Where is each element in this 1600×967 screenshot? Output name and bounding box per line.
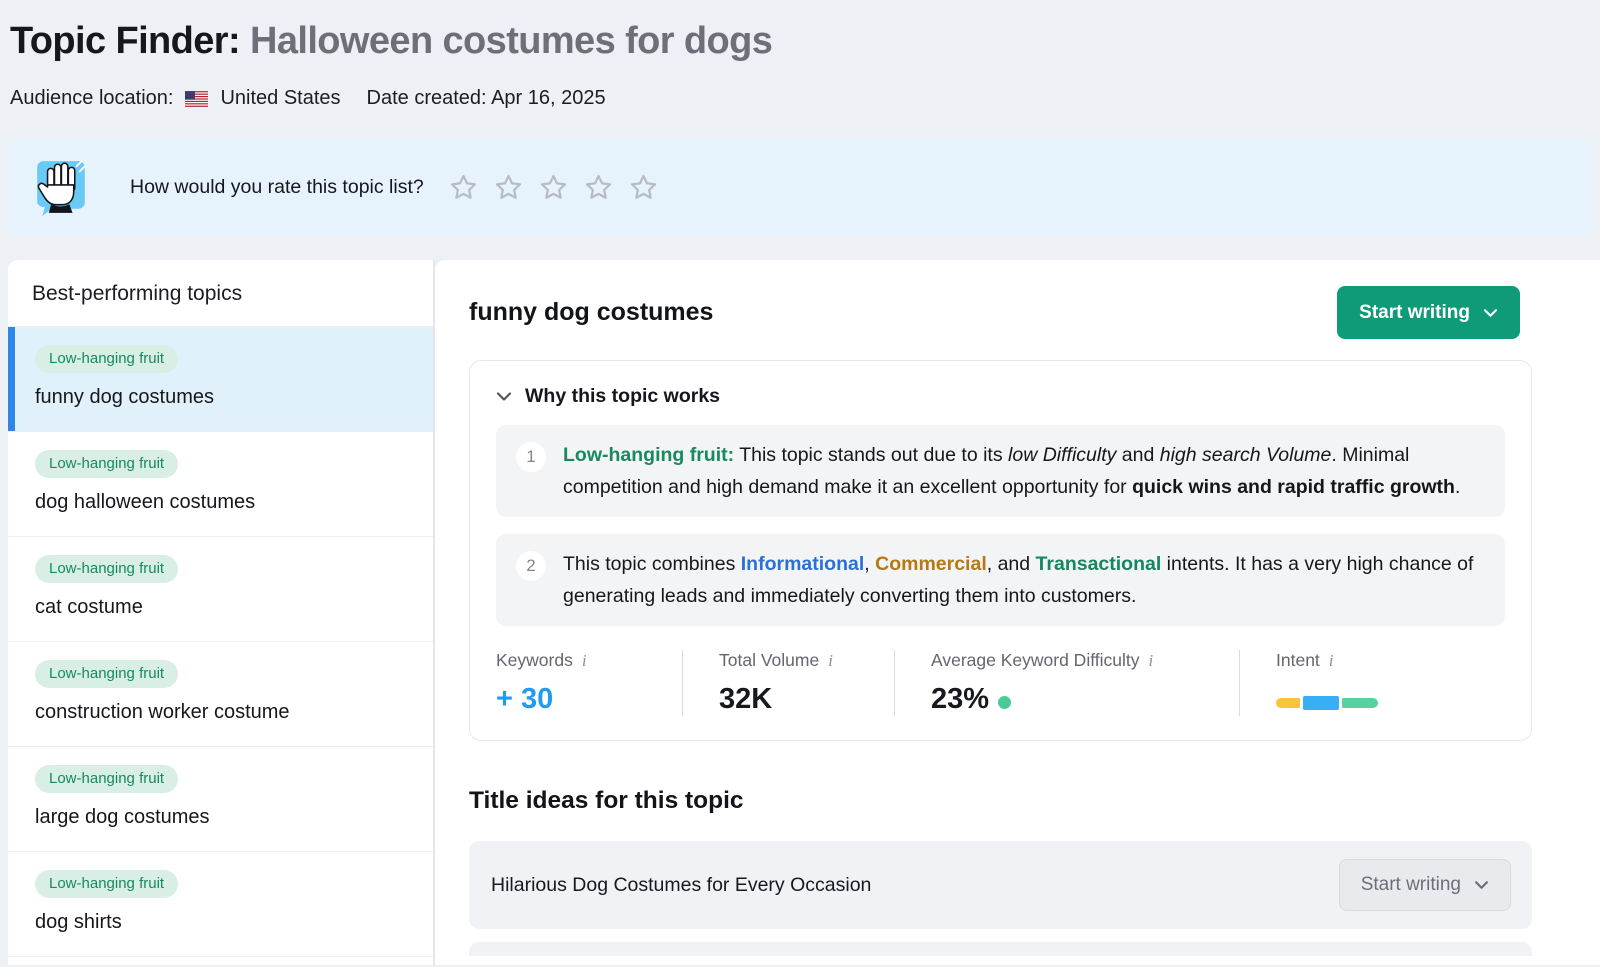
hand-icon (34, 157, 88, 217)
star-icon[interactable] (538, 172, 569, 203)
sidebar-topic-item[interactable]: Low-hanging fruit dog halloween costumes (8, 432, 433, 537)
topic-item-label: funny dog costumes (35, 386, 214, 408)
keywords-value: + 30 (496, 683, 554, 715)
metric-intent: Intent (1239, 650, 1414, 716)
topic-list: Low-hanging fruit funny dog costumes Low… (8, 327, 433, 957)
content-area: Best-performing topics Low-hanging fruit… (0, 260, 1600, 965)
audience-location-value: United States (220, 87, 341, 109)
low-hanging-fruit-badge: Low-hanging fruit (35, 660, 179, 688)
low-hanging-fruit-badge: Low-hanging fruit (35, 555, 179, 583)
topic-item-label: dog halloween costumes (35, 491, 256, 513)
title-ideas-list: Hilarious Dog Costumes for Every Occasio… (469, 841, 1600, 929)
point-number: 1 (516, 442, 546, 472)
why-topic-works-card: Why this topic works 1 Low-hanging fruit… (469, 360, 1532, 741)
topic-item-label: cat costume (35, 596, 143, 618)
title-idea-card: Hilarious Dog Costumes for Every Occasio… (469, 841, 1532, 929)
info-icon[interactable] (1329, 651, 1334, 671)
chevron-down-icon (1483, 308, 1498, 318)
star-icon[interactable] (448, 172, 479, 203)
low-hanging-fruit-badge: Low-hanging fruit (35, 870, 179, 898)
star-icon[interactable] (583, 172, 614, 203)
topic-item-label: dog shirts (35, 911, 122, 933)
sidebar-topic-item[interactable]: Low-hanging fruit funny dog costumes (8, 327, 433, 432)
why-point: 1 Low-hanging fruit: This topic stands o… (496, 425, 1505, 517)
page-title-prefix: Topic Finder: (10, 20, 241, 62)
chevron-down-icon (1474, 880, 1489, 890)
page-title-query: Halloween costumes for dogs (250, 20, 773, 62)
topics-sidebar: Best-performing topics Low-hanging fruit… (8, 260, 435, 965)
start-writing-button[interactable]: Start writing (1337, 286, 1520, 339)
star-rating (448, 172, 659, 203)
why-panel-title: Why this topic works (525, 385, 721, 407)
intent-bars (1276, 696, 1378, 710)
kd-value: 23% (931, 683, 990, 715)
sidebar-topic-item[interactable]: Low-hanging fruit construction worker co… (8, 642, 433, 747)
topic-item-label: construction worker costume (35, 701, 290, 723)
low-hanging-fruit-badge: Low-hanging fruit (35, 450, 179, 478)
sidebar-topic-item[interactable]: Low-hanging fruit dog shirts (8, 852, 433, 957)
idea-start-writing-label: Start writing (1360, 874, 1461, 895)
sidebar-topic-item[interactable]: Low-hanging fruit large dog costumes (8, 747, 433, 852)
topic-item-label: large dog costumes (35, 806, 210, 828)
info-icon[interactable] (1148, 651, 1153, 671)
date-created: Date created: Apr 16, 2025 (366, 87, 606, 109)
idea-title: Hilarious Dog Costumes for Every Occasio… (491, 873, 872, 896)
metric-label: Average Keyword Difficulty (931, 650, 1140, 670)
point-number: 2 (516, 551, 546, 581)
metric-label: Total Volume (719, 650, 820, 670)
why-point: 2 This topic combines Informational, Com… (496, 534, 1505, 626)
metric-avg-keyword-difficulty: Average Keyword Difficulty 23% (894, 650, 1239, 716)
metrics-row: Keywords + 30 Total Volume 32K Average K… (496, 650, 1505, 716)
metric-label: Keywords (496, 650, 573, 670)
point-text: Low-hanging fruit: This topic stands out… (563, 444, 1461, 498)
intent-bar-commercial (1276, 698, 1300, 708)
low-hanging-fruit-badge: Low-hanging fruit (35, 765, 179, 793)
rating-question: How would you rate this topic list? (130, 175, 424, 198)
selected-topic-title: funny dog costumes (469, 298, 714, 326)
sidebar-topic-item[interactable]: Low-hanging fruit cat costume (8, 537, 433, 642)
idea-start-writing-button[interactable]: Start writing (1338, 859, 1511, 911)
sidebar-title: Best-performing topics (8, 260, 433, 327)
page-title: Topic Finder: Halloween costumes for dog… (10, 20, 1590, 63)
intent-bar-informational (1303, 696, 1339, 710)
metric-label: Intent (1276, 650, 1320, 670)
metric-total-volume: Total Volume 32K (682, 650, 894, 716)
title-ideas-heading: Title ideas for this topic (469, 787, 744, 814)
star-icon[interactable] (628, 172, 659, 203)
intent-bar-transactional (1342, 698, 1378, 708)
chevron-down-icon (496, 391, 512, 402)
info-icon[interactable] (582, 651, 587, 671)
start-writing-label: Start writing (1359, 301, 1470, 323)
kd-status-dot (998, 696, 1012, 709)
metric-keywords: Keywords + 30 (496, 650, 682, 716)
point-text: This topic combines Informational, Comme… (563, 553, 1474, 607)
star-icon[interactable] (493, 172, 524, 203)
info-icon[interactable] (828, 651, 833, 671)
audience-location-label: Audience location: (10, 87, 174, 109)
why-points: 1 Low-hanging fruit: This topic stands o… (496, 425, 1505, 626)
us-flag-icon (185, 90, 209, 107)
next-idea-card-peek (469, 942, 1532, 956)
low-hanging-fruit-badge: Low-hanging fruit (35, 345, 179, 373)
page-header: Topic Finder: Halloween costumes for dog… (0, 0, 1600, 110)
rating-banner: How would you rate this topic list? (8, 138, 1592, 236)
total-volume-value: 32K (719, 683, 773, 715)
why-panel-toggle[interactable]: Why this topic works (496, 385, 1505, 408)
meta-row: Audience location: United States Date cr… (10, 87, 1590, 110)
topic-detail-panel: funny dog costumes Start writing Why thi… (435, 260, 1600, 965)
